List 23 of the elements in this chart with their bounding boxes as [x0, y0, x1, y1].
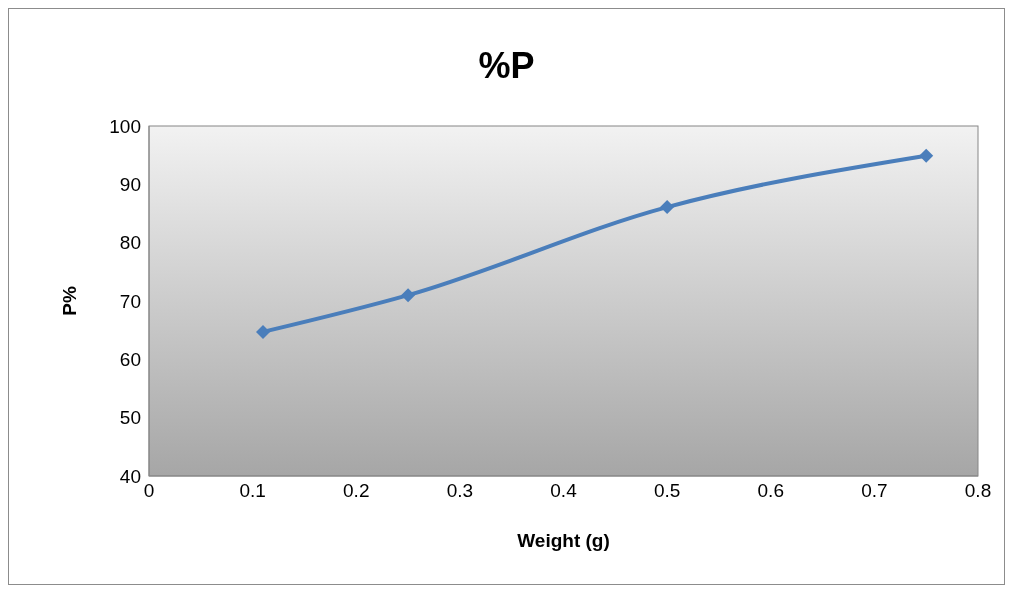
x-tick-label: 0.7 [861, 480, 888, 502]
x-tick-label: 0.2 [343, 480, 370, 502]
x-tick-label: 0.6 [757, 480, 784, 502]
y-axis-title: P% [58, 286, 80, 316]
point [660, 200, 675, 215]
x-tick-label: 0.3 [446, 480, 474, 502]
y-tick-label: 70 [119, 290, 141, 312]
x-tick-label: 0.8 [964, 480, 992, 502]
x-tick-label: 0.1 [239, 480, 266, 502]
point [255, 324, 270, 339]
chart-title: %P [477, 45, 536, 87]
y-tick-label: 90 [119, 174, 141, 196]
x-tick-label: 0 [143, 480, 155, 502]
y-tick-label: 60 [119, 349, 141, 371]
y-tick-label: 100 [109, 115, 141, 137]
y-tick-label: 50 [119, 407, 141, 429]
y-tick-label: 80 [119, 232, 141, 254]
x-tick-label: 0.5 [653, 480, 681, 502]
y-tick-label: 40 [119, 465, 141, 487]
x-axis-title: Weight (g) [517, 530, 610, 552]
point [919, 148, 934, 163]
point [401, 288, 416, 303]
x-tick-label: 0.4 [550, 480, 578, 502]
